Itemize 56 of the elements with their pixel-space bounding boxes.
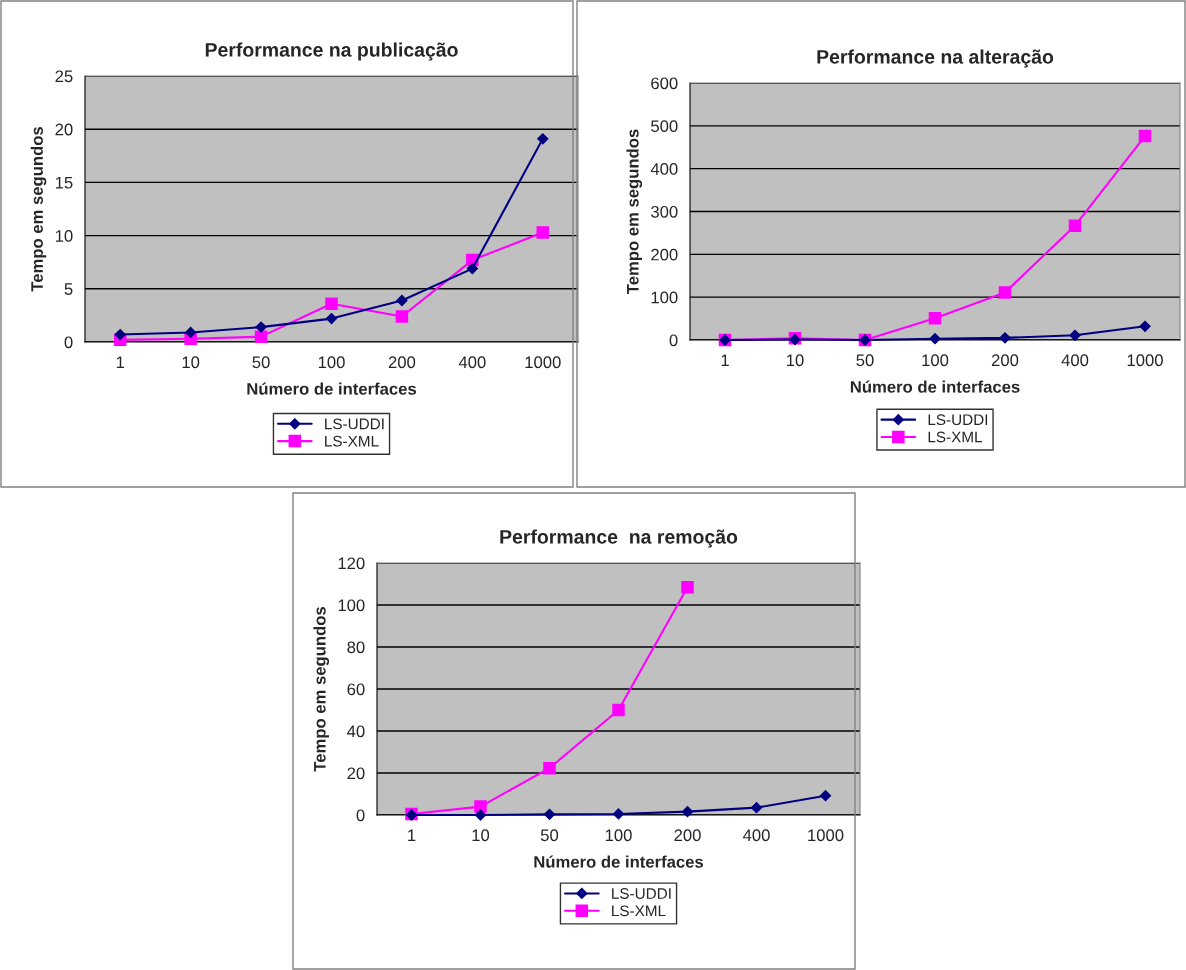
y-axis-title: Tempo em segundos <box>30 126 47 292</box>
chart-title: Performance na publicação <box>205 42 458 61</box>
x-tick-label: 10 <box>472 829 490 842</box>
y-tick-label: 0 <box>356 809 365 822</box>
y-tick-label: 25 <box>55 70 73 83</box>
x-tick-label: 400 <box>1061 354 1089 367</box>
y-tick-label: 10 <box>55 230 73 242</box>
y-axis-title: Tempo em segundos <box>626 129 643 295</box>
legend-label: LS-UDDI <box>612 888 671 899</box>
legend-label: LS-XML <box>325 435 379 447</box>
chart-title: Performance na alteração <box>817 49 1054 68</box>
y-tick-label: 120 <box>338 557 365 570</box>
x-tick-label: 1000 <box>1127 354 1163 367</box>
y-tick-label: 100 <box>651 291 678 304</box>
y-tick-label: 600 <box>651 77 678 90</box>
y-tick-label: 100 <box>338 599 365 612</box>
y-tick-label: 20 <box>347 767 365 780</box>
x-tick-label: 50 <box>540 829 559 842</box>
chart-title: Performance na remoção <box>500 529 738 548</box>
x-axis-title: Número de interfaces <box>850 380 1020 393</box>
x-tick-label: 1 <box>721 354 729 366</box>
x-tick-label: 100 <box>318 356 345 369</box>
y-tick-label: 0 <box>64 336 73 349</box>
x-tick-label: 1000 <box>808 829 844 842</box>
y-tick-label: 20 <box>55 123 73 136</box>
y-tick-label: 200 <box>651 248 678 261</box>
x-tick-label: 1000 <box>525 356 561 369</box>
y-tick-label: 300 <box>651 205 678 218</box>
x-axis-title: Número de interfaces <box>534 855 704 868</box>
y-tick-label: 0 <box>669 334 678 347</box>
y-tick-label: 60 <box>347 683 365 696</box>
y-tick-label: 500 <box>651 120 678 133</box>
x-tick-label: 100 <box>922 354 949 367</box>
x-tick-label: 400 <box>458 356 486 369</box>
legend-label: LS-UDDI <box>928 414 988 426</box>
x-axis-title: Número de interfaces <box>247 382 417 395</box>
legend-label: LS-UDDI <box>325 418 384 430</box>
x-tick-label: 50 <box>856 354 874 367</box>
x-tick-label: 1 <box>116 356 125 368</box>
y-tick-label: 400 <box>650 163 678 175</box>
x-tick-label: 200 <box>674 829 701 842</box>
x-tick-label: 100 <box>605 829 632 842</box>
legend-label: LS-XML <box>612 905 666 917</box>
x-tick-label: 400 <box>742 829 770 842</box>
y-tick-label: 80 <box>347 641 365 654</box>
y-tick-label: 40 <box>347 725 365 738</box>
x-tick-label: 200 <box>388 356 416 369</box>
legend-label: LS-XML <box>928 431 983 443</box>
y-axis-title: Tempo em segundos <box>313 606 330 772</box>
x-tick-label: 1 <box>408 829 416 841</box>
y-tick-label: 5 <box>64 283 73 295</box>
x-tick-label: 200 <box>991 354 1019 367</box>
x-tick-label: 10 <box>787 354 804 367</box>
x-tick-label: 50 <box>252 356 270 369</box>
x-tick-label: 10 <box>182 356 200 369</box>
y-tick-label: 15 <box>55 176 73 189</box>
